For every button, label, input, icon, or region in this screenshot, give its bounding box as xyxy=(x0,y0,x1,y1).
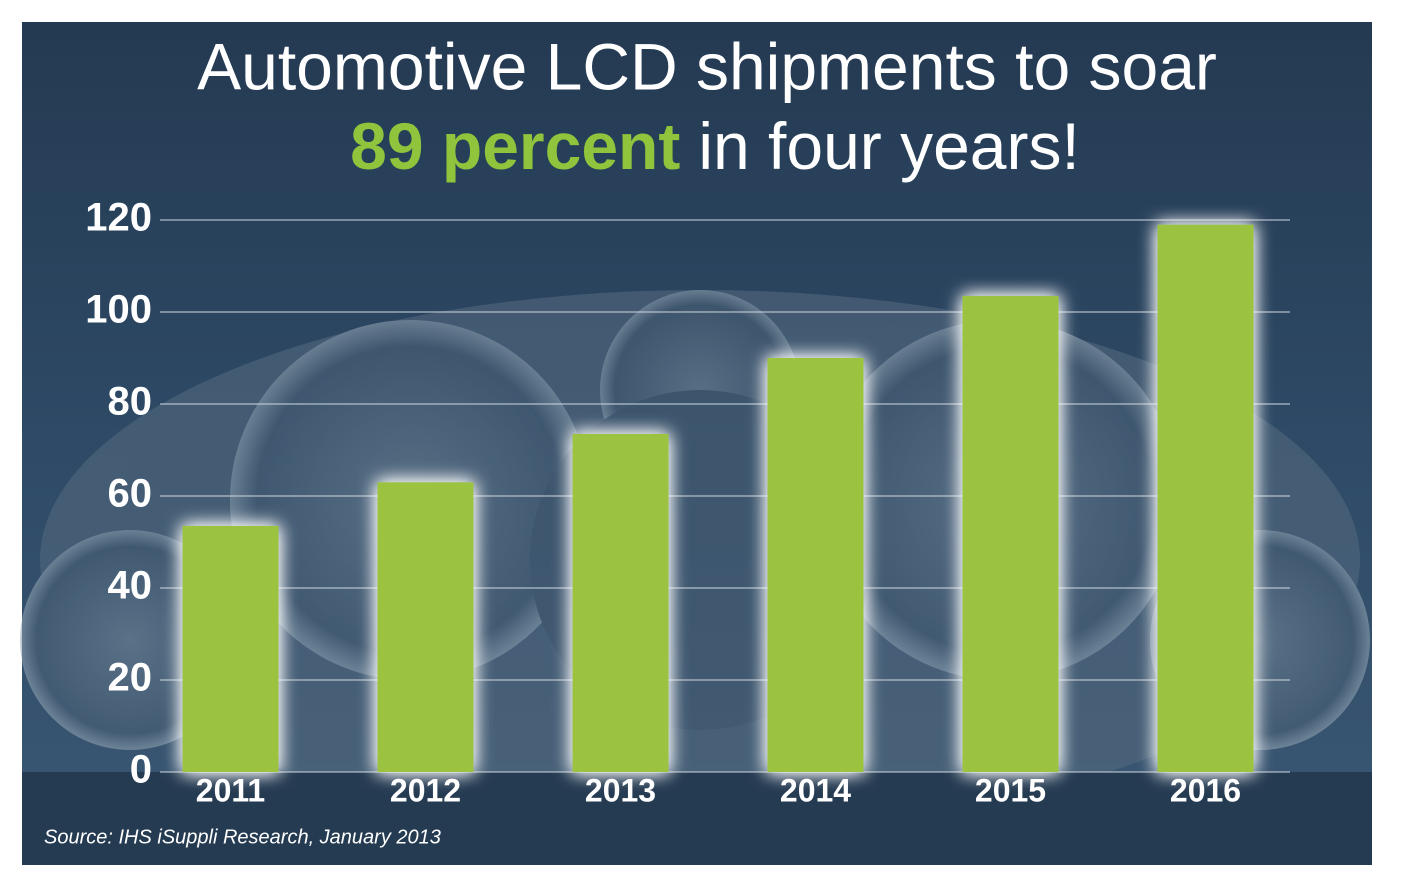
x-tick-label: 2016 xyxy=(1170,772,1241,808)
bar xyxy=(962,295,1059,772)
chart-title-line2: 89 percent in four years! xyxy=(350,109,1080,183)
bar xyxy=(182,525,279,772)
chart-title: Automotive LCD shipments to soar xyxy=(197,29,1217,103)
y-tick-label: 100 xyxy=(85,288,152,332)
x-tick-label: 2014 xyxy=(780,772,851,808)
x-tick-label: 2015 xyxy=(975,772,1046,808)
bar xyxy=(767,358,864,772)
title-end: in four years! xyxy=(698,109,1080,183)
x-tick-label: 2011 xyxy=(196,772,265,808)
x-tick-label: 2013 xyxy=(585,772,656,808)
bar xyxy=(1157,224,1254,773)
bar xyxy=(572,433,669,772)
bar xyxy=(377,482,474,772)
y-tick-label: 20 xyxy=(108,656,153,700)
x-tick-label: 2012 xyxy=(390,772,461,808)
y-tick-label: 120 xyxy=(85,196,152,240)
y-tick-label: 40 xyxy=(108,564,153,608)
y-tick-label: 0 xyxy=(130,748,152,792)
y-tick-label: 80 xyxy=(108,380,153,424)
y-tick-label: 60 xyxy=(108,472,153,516)
title-highlight: 89 percent xyxy=(350,109,680,183)
source-note: Source: IHS iSuppli Research, January 20… xyxy=(44,826,441,848)
footer-band xyxy=(22,772,1372,865)
